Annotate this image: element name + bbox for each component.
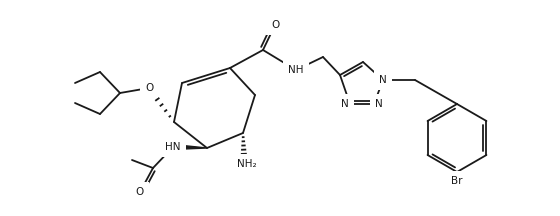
Text: O: O xyxy=(136,187,144,197)
Text: NH₂: NH₂ xyxy=(237,159,257,169)
Text: NH: NH xyxy=(288,65,304,75)
Text: Br: Br xyxy=(451,176,463,186)
Text: HN: HN xyxy=(165,142,181,152)
Polygon shape xyxy=(173,145,207,149)
Text: N: N xyxy=(341,99,349,109)
Text: N: N xyxy=(379,75,387,85)
Text: N: N xyxy=(375,99,383,109)
Text: O: O xyxy=(145,83,153,93)
Text: O: O xyxy=(271,20,279,30)
